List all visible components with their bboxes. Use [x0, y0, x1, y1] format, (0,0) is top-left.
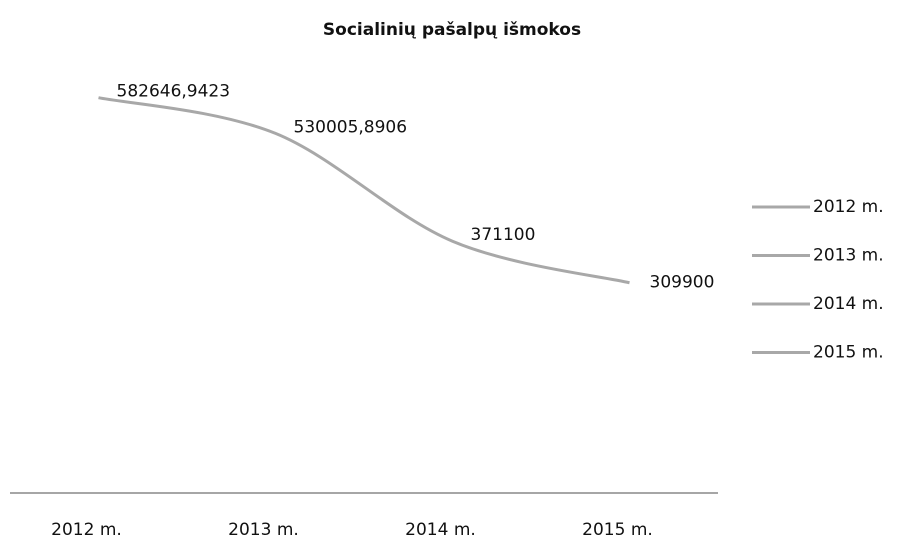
- x-tick-label: 2012 m.: [51, 520, 122, 540]
- data-label: 309900: [650, 273, 715, 293]
- data-label: 530005,8906: [294, 117, 408, 137]
- legend-label: 2012 m.: [813, 197, 884, 217]
- line: [98, 96, 630, 285]
- x-tick-label: 2015 m.: [582, 520, 653, 540]
- data-label: 582646,9423: [117, 82, 231, 102]
- legend-label: 2013 m.: [813, 246, 884, 266]
- chart-title: Socialinių pašalpų išmokos: [323, 20, 581, 40]
- legend-label: 2015 m.: [813, 343, 884, 363]
- legend-label: 2014 m.: [813, 294, 884, 314]
- x-tick-label: 2013 m.: [228, 520, 299, 540]
- data-label: 371100: [471, 225, 536, 245]
- x-tick-label: 2014 m.: [405, 520, 476, 540]
